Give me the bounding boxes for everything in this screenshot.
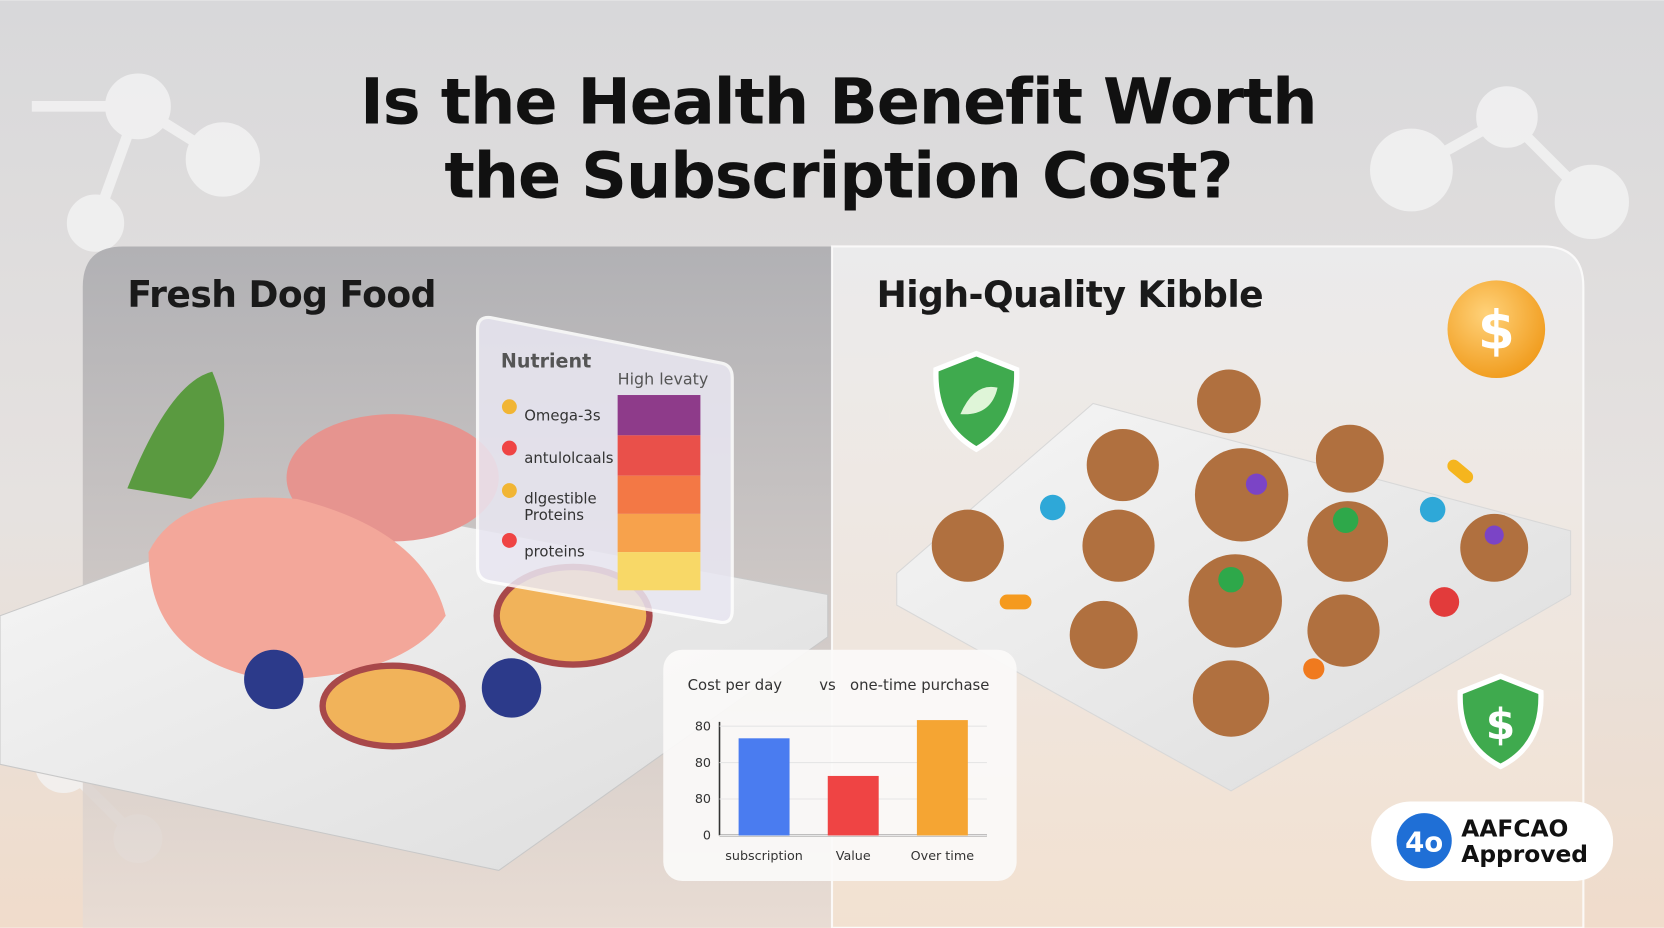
nutrient-card: Nutrient High levaty Omega-3s antulolcaa… [475,315,734,624]
level-band [617,475,701,514]
title: Is the Health Benefit Worth [360,65,1316,139]
bar [827,775,879,836]
cost-chart: 0 80 80 80 subscription Value Over time [695,719,987,864]
item: dlgestible [524,489,596,507]
potato-slice [319,662,466,750]
molecules [31,73,1629,864]
badge-text: Approved [1461,840,1588,868]
leaf [127,371,225,500]
item-dot [501,399,517,415]
badge-icon-text: 4o [1405,825,1443,858]
x-tick-label: Value [836,849,871,864]
item: antulolcaals [524,449,614,467]
blueberry [244,649,304,710]
x-tick-label: Over time [911,849,975,864]
title: the Subscription Cost? [444,140,1232,214]
cost-connector: vs [819,676,836,694]
card-column: High levaty [618,369,709,388]
x-tick-label: subscription [725,849,803,864]
bar [738,738,790,836]
card-header: Nutrient [501,349,591,372]
item: proteins [524,542,585,560]
leaf-icon [960,386,998,415]
shield-symbol: $ [1486,701,1516,750]
level-band [617,552,701,591]
cost-subtitle: one-time purchase [850,676,989,694]
bar [916,720,968,836]
cost-title: Cost per day [688,676,783,694]
y-tick-label: 80 [695,756,711,771]
panel-label: Fresh Dog Food [127,274,436,316]
item-dot [501,483,517,498]
item: Omega-3s [524,406,601,424]
meat [148,497,446,680]
shield-icon [1457,673,1544,770]
colored-bits [999,459,1504,680]
panel-label: High-Quality Kibble [877,274,1264,316]
y-tick-label: 0 [703,829,711,844]
level-band [617,435,701,476]
kibbles [931,369,1529,737]
blueberry [481,658,542,718]
coin-symbol: $ [1478,299,1515,361]
item-dot [501,532,517,548]
level-band [617,395,701,436]
y-tick-label: 80 [695,719,711,734]
item: Proteins [524,506,584,524]
y-tick-label: 80 [695,792,711,807]
coin [1447,280,1546,379]
badge-text: AAFCAO [1461,814,1568,842]
level-band [617,513,701,553]
sweet-potato [286,414,499,542]
badge-icon [1396,813,1452,869]
item-dot [501,440,517,456]
